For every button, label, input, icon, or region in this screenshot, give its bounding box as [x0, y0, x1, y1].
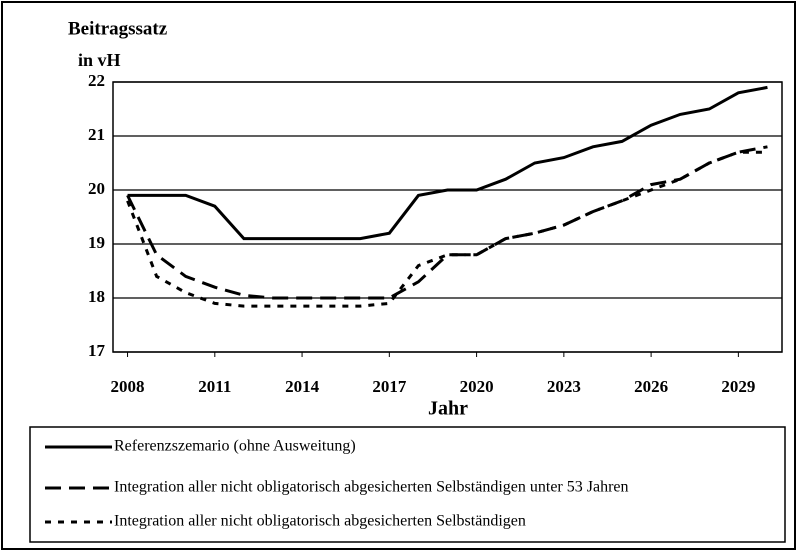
x-tick-label: 2011	[198, 377, 231, 396]
plot-area	[112, 81, 783, 353]
legend-label: Integration aller nicht obligatorisch ab…	[114, 479, 629, 496]
x-tick-label: 2029	[721, 377, 755, 396]
y-axis-label: in vH	[78, 50, 121, 70]
y-tick-label: 22	[88, 71, 105, 90]
series-line	[126, 150, 768, 308]
x-tick-label: 2014	[285, 377, 320, 396]
series-line	[127, 85, 768, 241]
x-tick-label: 2008	[111, 377, 145, 396]
x-tick-label: 2023	[547, 377, 581, 396]
y-tick-label: 20	[88, 179, 105, 198]
legend-box	[29, 426, 786, 543]
legend-label: Integration aller nicht obligatorisch ab…	[114, 513, 526, 530]
x-tick-label: 2017	[372, 377, 407, 396]
y-tick-label: 18	[88, 287, 105, 306]
y-tick-label: 19	[88, 233, 105, 252]
series-line	[126, 145, 768, 300]
legend-label: Referenzszemario (ohne Ausweitung)	[114, 438, 356, 455]
y-tick-label: 17	[88, 341, 106, 360]
chart-title: Beitragssatz	[68, 18, 168, 39]
x-axis-label: Jahr	[428, 398, 468, 420]
x-tick-label: 2020	[460, 377, 494, 396]
y-tick-label: 21	[88, 125, 105, 144]
x-tick-label: 2026	[634, 377, 668, 396]
